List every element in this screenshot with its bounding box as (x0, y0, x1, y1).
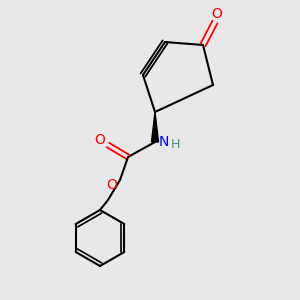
Text: O: O (94, 133, 105, 147)
Text: H: H (171, 137, 180, 151)
Polygon shape (152, 112, 158, 142)
Text: N: N (159, 135, 169, 149)
Text: O: O (106, 178, 117, 192)
Text: O: O (212, 7, 222, 21)
